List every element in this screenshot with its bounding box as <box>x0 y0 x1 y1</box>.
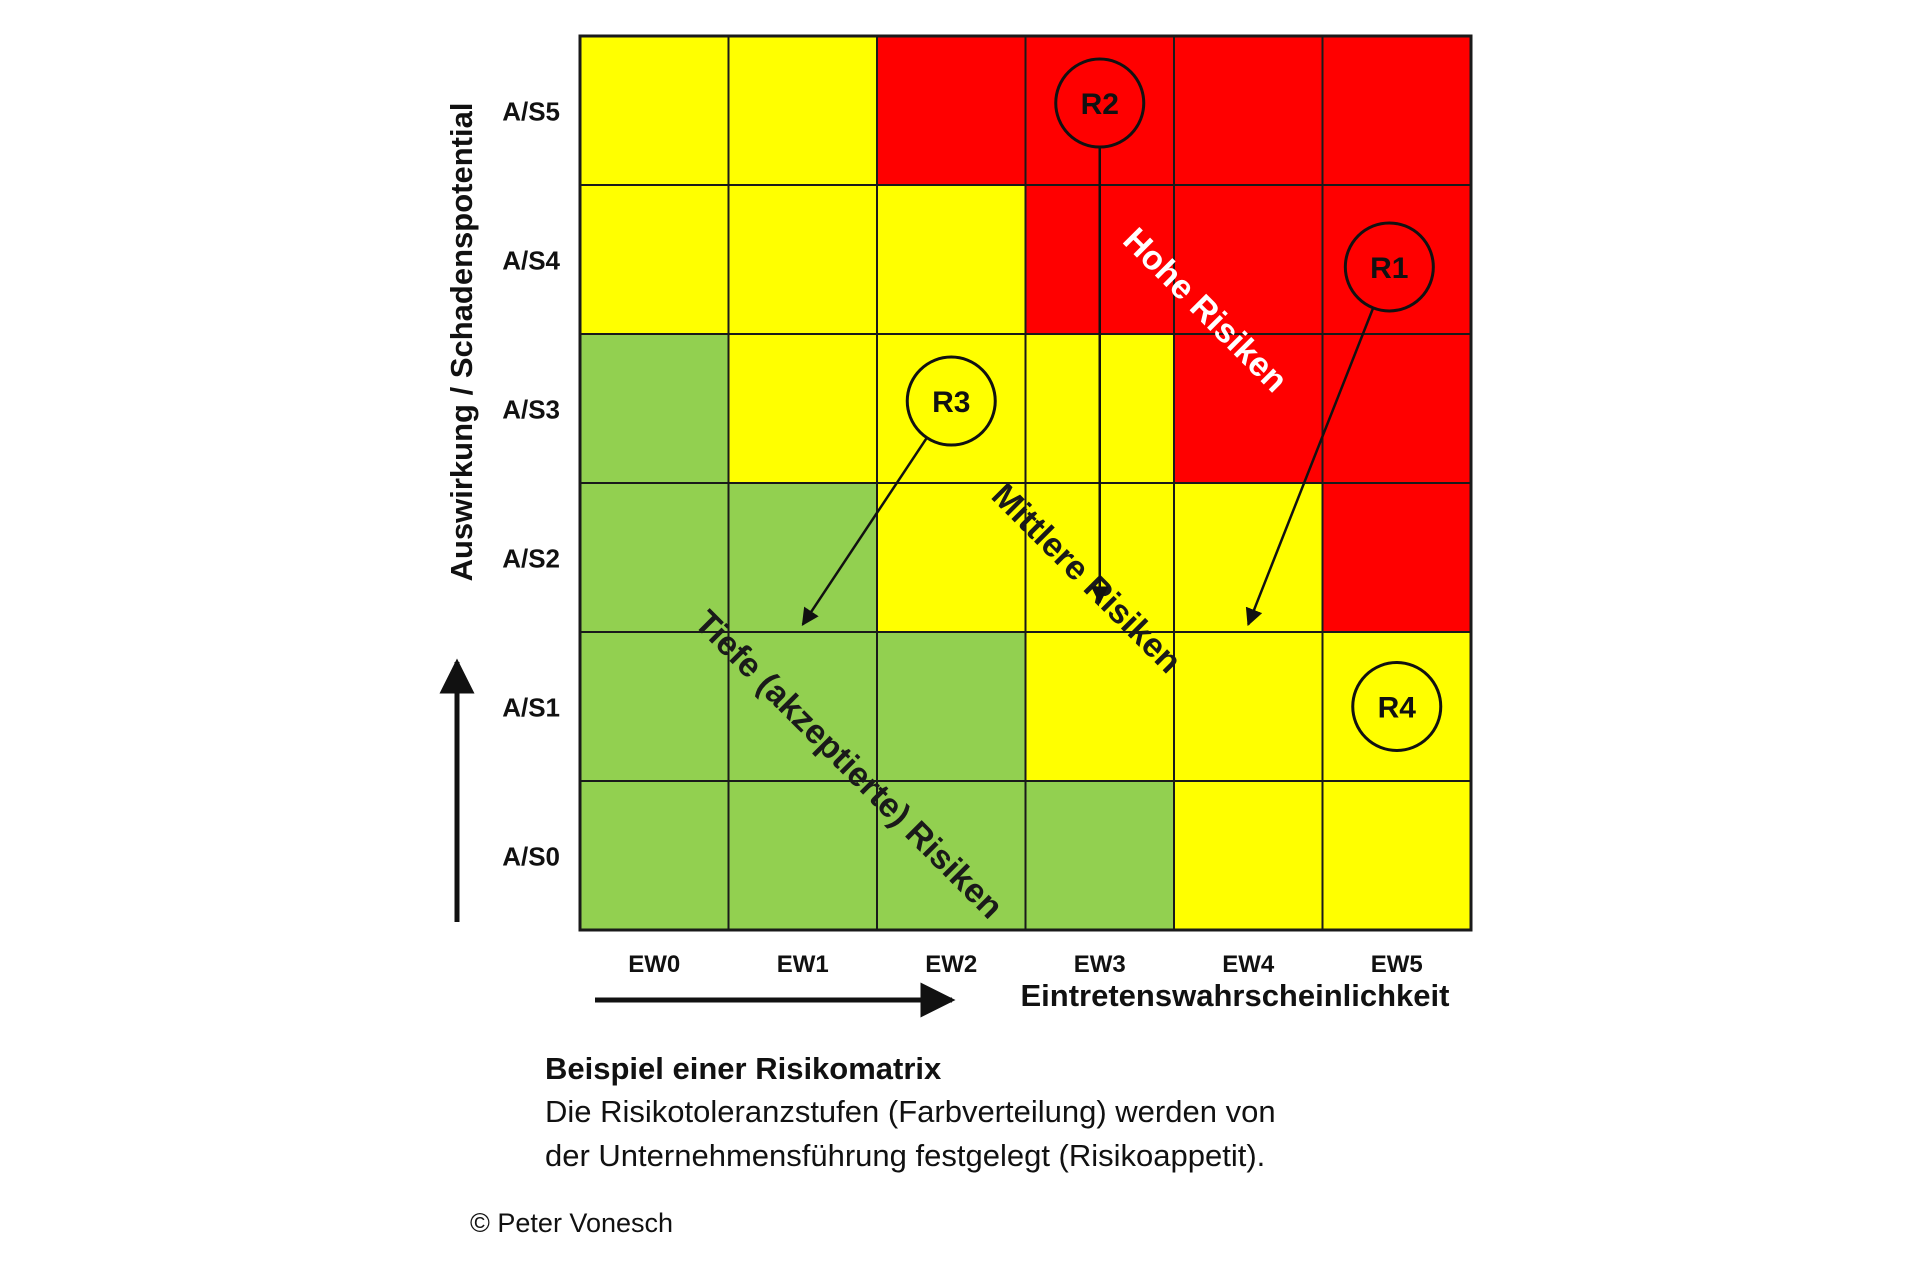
y-tick-label: A/S2 <box>502 544 560 574</box>
matrix-cell <box>876 35 1027 186</box>
matrix-cell <box>1321 780 1472 931</box>
y-tick-label: A/S5 <box>502 97 560 127</box>
risk-marker-label: R1 <box>1370 252 1408 285</box>
matrix-cell <box>1173 35 1324 186</box>
risk-marker-circle <box>1054 57 1146 149</box>
y-tick-label: A/S3 <box>502 395 560 425</box>
matrix-cell <box>727 333 878 484</box>
matrix-cell <box>1173 631 1324 782</box>
copyright-notice: © Peter Vonesch <box>470 1208 674 1238</box>
matrix-cell <box>1173 780 1324 931</box>
x-tick-label: EW4 <box>1222 951 1275 978</box>
x-tick-label: EW3 <box>1074 951 1126 978</box>
x-tick-label: EW5 <box>1371 951 1423 978</box>
matrix-cell <box>727 780 878 931</box>
matrix-cell <box>1321 482 1472 633</box>
matrix-cell <box>579 184 730 335</box>
matrix-cell <box>579 333 730 484</box>
risk-marker-label: R3 <box>932 386 970 419</box>
matrix-cell <box>1173 333 1324 484</box>
matrix-cell <box>876 184 1027 335</box>
matrix-cell <box>579 35 730 186</box>
caption-line-2: der Unternehmensführung festgelegt (Risi… <box>545 1138 1266 1173</box>
matrix-cell <box>876 482 1027 633</box>
y-tick-labels: A/S5 A/S4 A/S3 A/S2 A/S1 A/S0 <box>502 97 560 872</box>
x-tick-label: EW2 <box>925 951 977 978</box>
matrix-cell <box>579 780 730 931</box>
risk-marker-label: R2 <box>1081 88 1119 121</box>
risk-marker-circle <box>1343 221 1435 313</box>
y-tick-label: A/S1 <box>502 693 560 723</box>
matrix-cell <box>876 631 1027 782</box>
y-axis: Auswirkung / Schadenspotential <box>439 103 479 922</box>
caption-line-1: Die Risikotoleranzstufen (Farbverteilung… <box>545 1094 1276 1129</box>
x-axis: Eintretenswahrscheinlichkeit <box>595 978 1450 1018</box>
y-tick-label: A/S0 <box>502 842 560 872</box>
risk-arrow <box>1245 307 1375 627</box>
risk-arrow <box>801 437 928 627</box>
y-axis-label: Auswirkung / Schadenspotential <box>444 103 479 582</box>
matrix-frame <box>578 34 1473 932</box>
matrix-cell <box>727 35 878 186</box>
matrix-cell <box>579 482 730 633</box>
matrix-cell <box>1024 780 1175 931</box>
matrix-cell <box>1173 482 1324 633</box>
matrix-cell <box>727 482 878 633</box>
matrix-cell <box>579 631 730 782</box>
risk-markers: R1 R2 R3 R4 <box>801 57 1443 752</box>
y-tick-label: A/S4 <box>502 246 560 276</box>
matrix-cell <box>727 184 878 335</box>
risk-marker-circle <box>905 355 997 447</box>
matrix-cell <box>1321 35 1472 186</box>
matrix-cell <box>1024 631 1175 782</box>
x-axis-label: Eintretenswahrscheinlichkeit <box>1021 978 1450 1013</box>
caption: Beispiel einer Risikomatrix Die Risikoto… <box>545 1048 1545 1178</box>
caption-title: Beispiel einer Risikomatrix <box>545 1051 942 1086</box>
risk-marker-circle <box>1351 661 1443 752</box>
matrix-cells <box>578 34 1473 932</box>
x-tick-label: EW0 <box>628 951 680 978</box>
risk-marker-label: R4 <box>1378 692 1417 725</box>
matrix-cell <box>1321 333 1472 484</box>
x-tick-label: EW1 <box>777 951 829 978</box>
x-tick-labels: EW0 EW1 EW2 EW3 EW4 EW5 <box>628 951 1423 978</box>
